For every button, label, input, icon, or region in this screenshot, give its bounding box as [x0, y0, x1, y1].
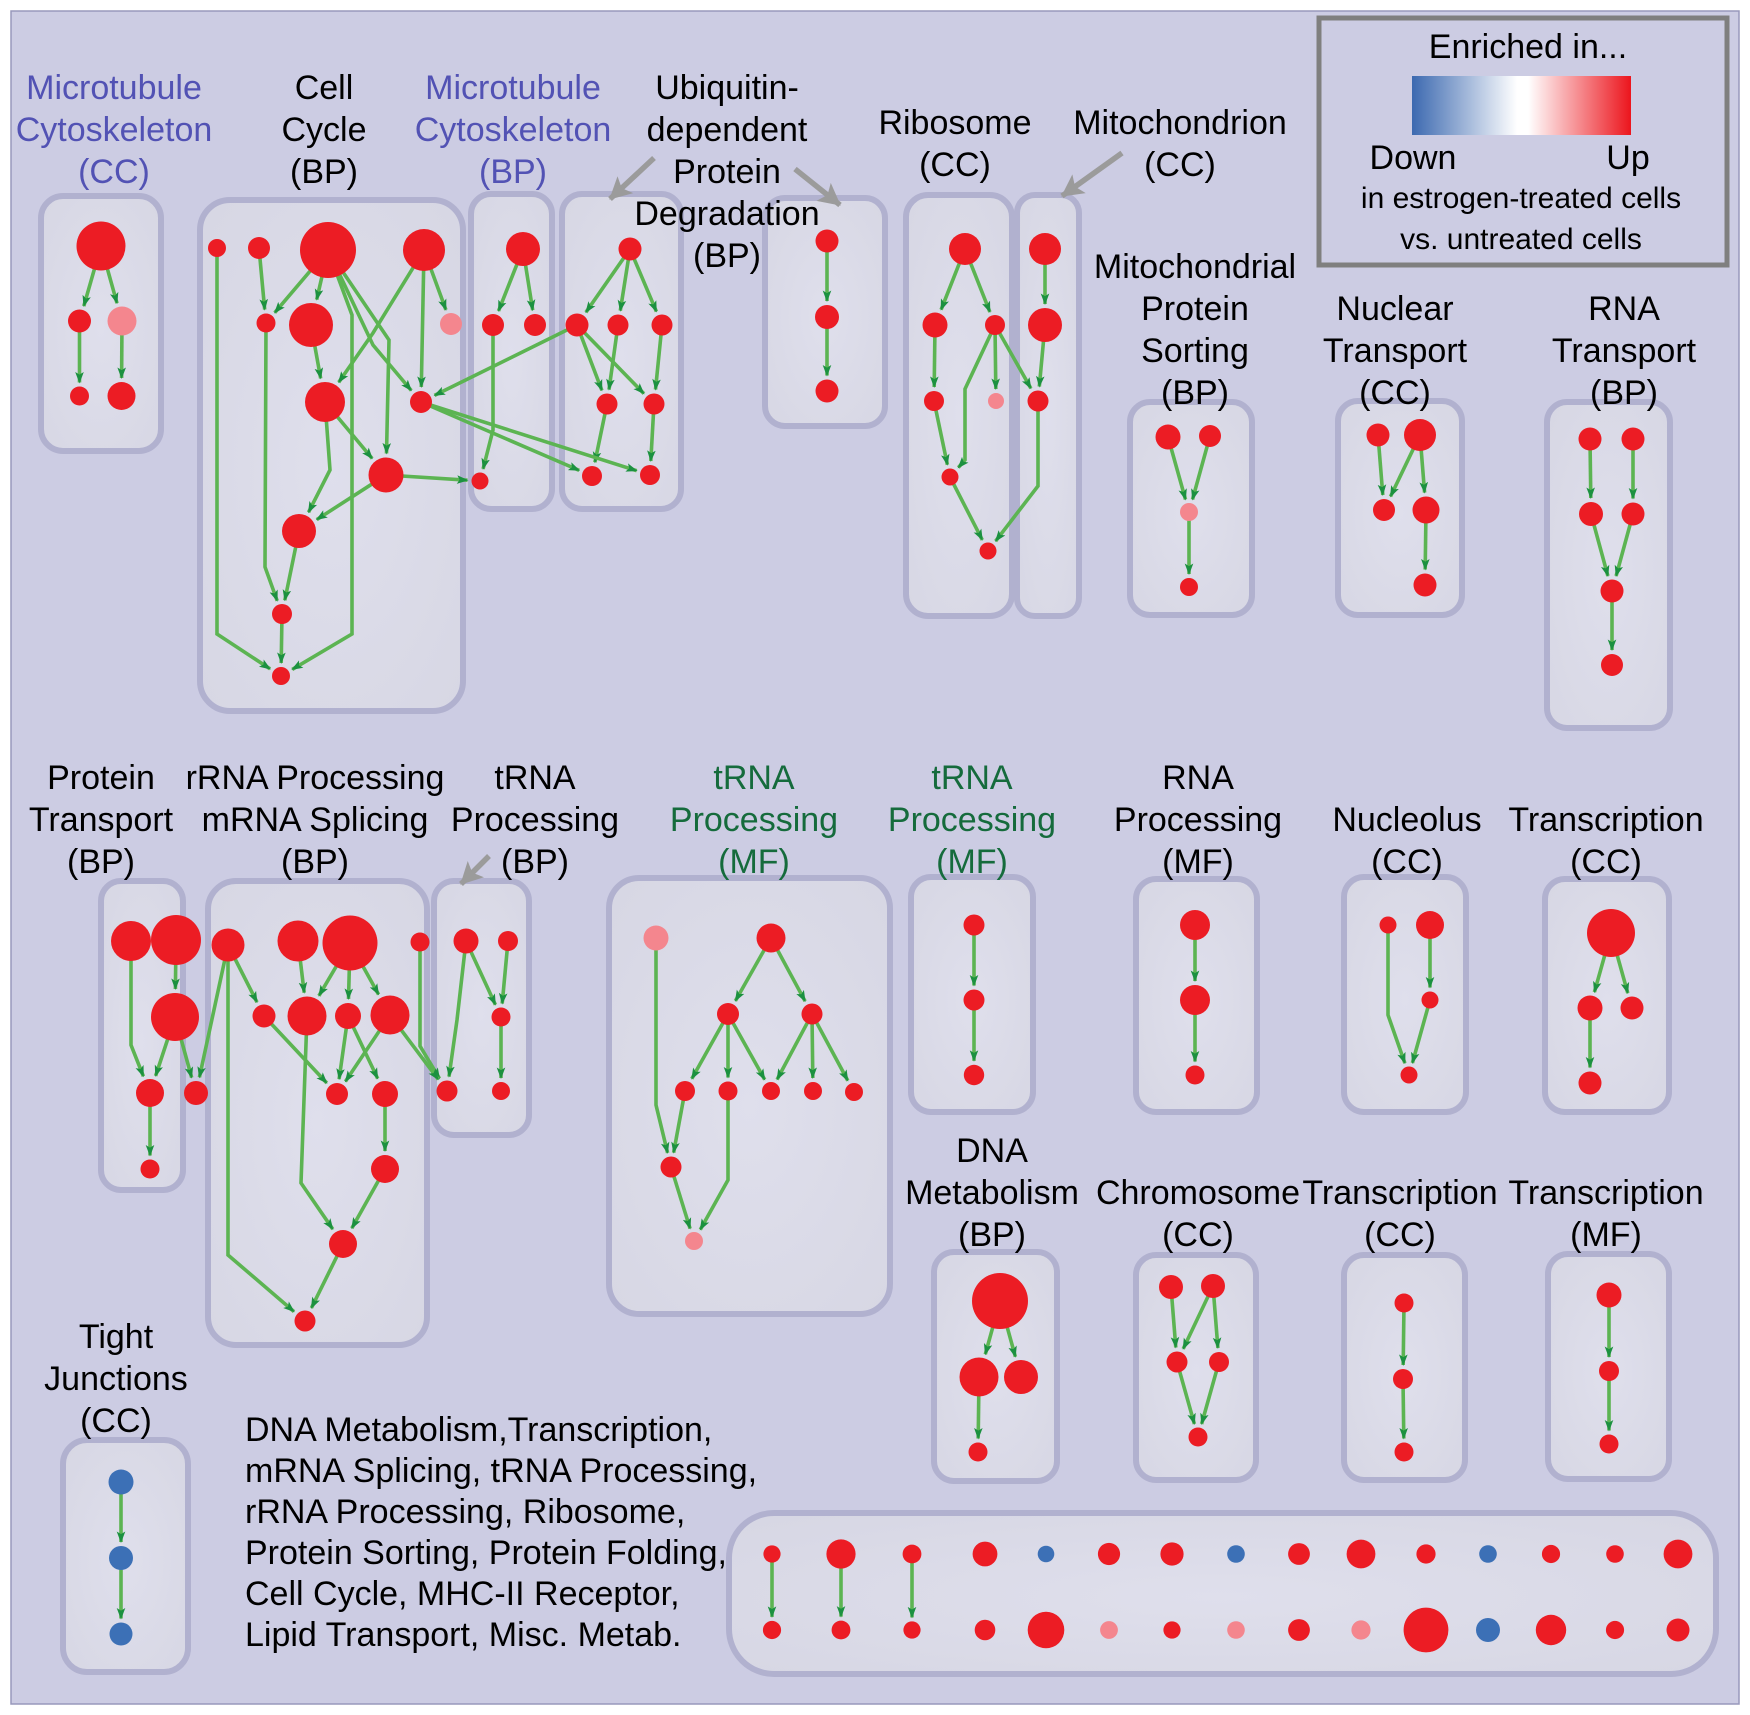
svg-text:Cell Cycle, MHC-II Receptor,: Cell Cycle, MHC-II Receptor,: [245, 1575, 680, 1613]
svg-text:rRNA Processing: rRNA Processing: [186, 759, 445, 797]
svg-text:mRNA Splicing, tRNA Processing: mRNA Splicing, tRNA Processing,: [245, 1452, 757, 1490]
svg-text:Transcription: Transcription: [1508, 801, 1703, 839]
svg-text:(BP): (BP): [1590, 374, 1658, 412]
svg-text:(MF): (MF): [718, 843, 790, 881]
svg-text:dependent: dependent: [647, 111, 808, 149]
svg-text:Transport: Transport: [29, 801, 174, 839]
svg-text:(CC): (CC): [1364, 1216, 1436, 1254]
svg-text:Nucleolus: Nucleolus: [1332, 801, 1481, 839]
svg-text:(BP): (BP): [290, 153, 358, 191]
svg-text:Processing: Processing: [670, 801, 838, 839]
svg-text:Cytoskeleton: Cytoskeleton: [16, 111, 213, 149]
svg-text:Protein: Protein: [673, 153, 781, 191]
svg-text:Processing: Processing: [1114, 801, 1282, 839]
svg-text:Protein Sorting, Protein Foldi: Protein Sorting, Protein Folding,: [245, 1534, 727, 1572]
svg-text:Ubiquitin-: Ubiquitin-: [655, 69, 799, 107]
svg-text:(CC): (CC): [919, 146, 991, 184]
svg-text:tRNA: tRNA: [494, 759, 576, 797]
svg-text:(CC): (CC): [1570, 843, 1642, 881]
svg-text:tRNA: tRNA: [931, 759, 1013, 797]
svg-text:Transport: Transport: [1323, 332, 1468, 370]
svg-text:(CC): (CC): [1162, 1216, 1234, 1254]
svg-text:(BP): (BP): [281, 843, 349, 881]
svg-text:Microtubule: Microtubule: [26, 69, 202, 107]
svg-text:DNA: DNA: [956, 1132, 1028, 1170]
svg-text:Junctions: Junctions: [44, 1360, 188, 1398]
svg-text:(MF): (MF): [936, 843, 1008, 881]
svg-text:Processing: Processing: [888, 801, 1056, 839]
svg-text:(CC): (CC): [78, 153, 150, 191]
svg-text:Ribosome: Ribosome: [878, 104, 1031, 142]
svg-text:(CC): (CC): [1371, 843, 1443, 881]
svg-text:Lipid Transport, Misc. Metab.: Lipid Transport, Misc. Metab.: [245, 1616, 682, 1654]
svg-text:(BP): (BP): [958, 1216, 1026, 1254]
svg-text:Mitochondrion: Mitochondrion: [1073, 104, 1287, 142]
svg-text:(BP): (BP): [501, 843, 569, 881]
svg-text:Degradation: Degradation: [634, 195, 819, 233]
svg-text:Microtubule: Microtubule: [425, 69, 601, 107]
svg-text:RNA: RNA: [1588, 290, 1660, 328]
svg-text:vs. untreated cells: vs. untreated cells: [1400, 223, 1642, 256]
svg-text:in estrogen-treated cells: in estrogen-treated cells: [1361, 182, 1681, 215]
svg-text:Protein: Protein: [47, 759, 155, 797]
svg-text:Transcription: Transcription: [1508, 1174, 1703, 1212]
svg-text:Up: Up: [1606, 139, 1649, 177]
svg-text:(MF): (MF): [1162, 843, 1234, 881]
svg-text:Cycle: Cycle: [281, 111, 366, 149]
svg-text:Transcription: Transcription: [1302, 1174, 1497, 1212]
svg-text:Protein: Protein: [1141, 290, 1249, 328]
svg-text:(CC): (CC): [1144, 146, 1216, 184]
svg-text:RNA: RNA: [1162, 759, 1234, 797]
svg-text:Processing: Processing: [451, 801, 619, 839]
svg-text:(BP): (BP): [1161, 374, 1229, 412]
svg-text:Tight: Tight: [79, 1318, 154, 1356]
svg-text:DNA Metabolism,Transcription,: DNA Metabolism,Transcription,: [245, 1411, 712, 1449]
svg-text:(BP): (BP): [479, 153, 547, 191]
svg-text:Cytoskeleton: Cytoskeleton: [415, 111, 612, 149]
svg-text:(BP): (BP): [67, 843, 135, 881]
svg-text:Transport: Transport: [1552, 332, 1697, 370]
svg-text:(BP): (BP): [693, 237, 761, 275]
svg-text:Cell: Cell: [295, 69, 354, 107]
svg-text:Mitochondrial: Mitochondrial: [1094, 248, 1296, 286]
svg-text:(MF): (MF): [1570, 1216, 1642, 1254]
svg-text:Down: Down: [1370, 139, 1457, 177]
svg-text:(CC): (CC): [1359, 374, 1431, 412]
svg-text:Enriched in...: Enriched in...: [1429, 28, 1627, 66]
svg-text:(CC): (CC): [80, 1402, 152, 1440]
svg-text:tRNA: tRNA: [713, 759, 795, 797]
svg-text:mRNA Splicing: mRNA Splicing: [202, 801, 429, 839]
svg-text:Sorting: Sorting: [1141, 332, 1249, 370]
svg-text:Metabolism: Metabolism: [905, 1174, 1079, 1212]
svg-text:rRNA Processing, Ribosome,: rRNA Processing, Ribosome,: [245, 1493, 685, 1531]
svg-text:Chromosome: Chromosome: [1096, 1174, 1300, 1212]
svg-text:Nuclear: Nuclear: [1336, 290, 1453, 328]
